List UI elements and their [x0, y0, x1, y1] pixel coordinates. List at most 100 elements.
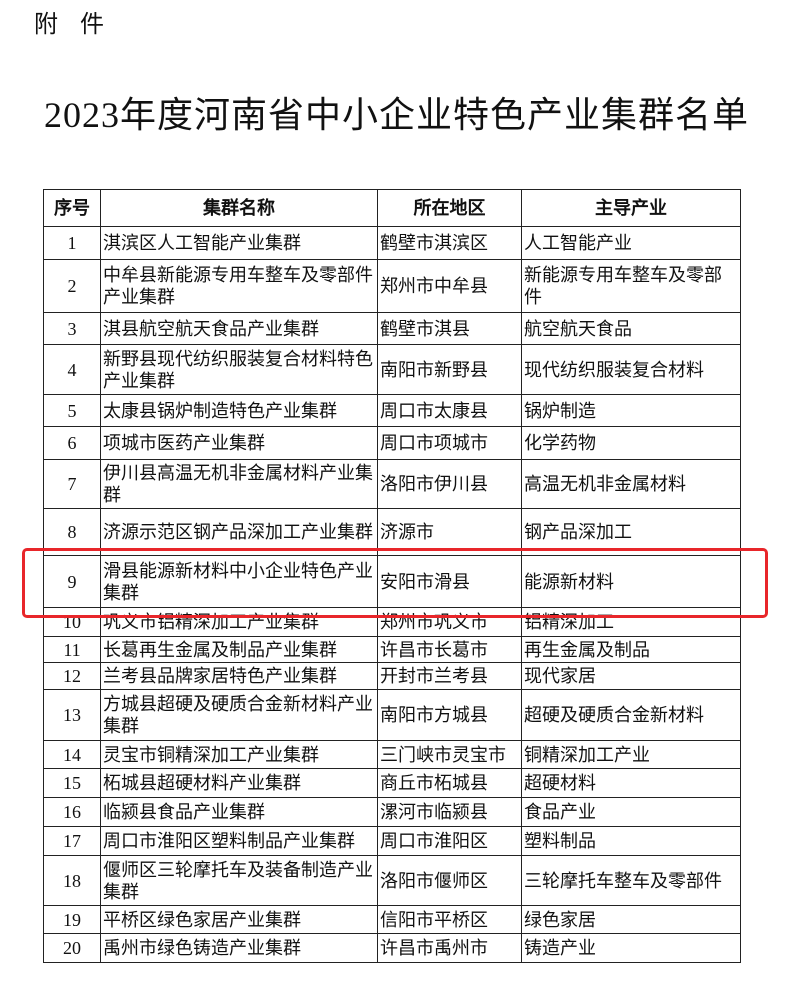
cell-cluster-name: 太康县锅炉制造特色产业集群	[100, 394, 378, 427]
cell-region: 洛阳市伊川县	[377, 459, 522, 509]
cell-industry: 超硬及硬质合金新材料	[521, 689, 741, 741]
cell-region: 周口市项城市	[377, 426, 522, 460]
cell-cluster-name: 项城市医药产业集群	[100, 426, 378, 460]
table-row: 3 淇县航空航天食品产业集群 鹤壁市淇县 航空航天食品	[43, 312, 741, 345]
table-row: 17 周口市淮阳区塑料制品产业集群 周口市淮阳区 塑料制品	[43, 826, 741, 856]
cell-region: 洛阳市偃师区	[377, 855, 522, 906]
cell-cluster-name: 巩义市铝精深加工产业集群	[100, 607, 378, 637]
cell-region: 郑州市中牟县	[377, 259, 522, 313]
cell-region: 周口市太康县	[377, 394, 522, 427]
cell-industry: 绿色家居	[521, 905, 741, 934]
cell-cluster-name: 兰考县品牌家居特色产业集群	[100, 662, 378, 690]
cell-index: 7	[43, 459, 101, 509]
cell-cluster-name: 淇滨区人工智能产业集群	[100, 226, 378, 260]
cell-industry: 现代家居	[521, 662, 741, 690]
cell-region: 安阳市滑县	[377, 555, 522, 608]
table-row: 14 灵宝市铜精深加工产业集群 三门峡市灵宝市 铜精深加工产业	[43, 740, 741, 769]
cell-cluster-name: 偃师区三轮摩托车及装备制造产业集群	[100, 855, 378, 906]
cell-index: 16	[43, 797, 101, 827]
table-header-row: 序号 集群名称 所在地区 主导产业	[43, 189, 741, 227]
table-row: 18 偃师区三轮摩托车及装备制造产业集群 洛阳市偃师区 三轮摩托车整车及零部件	[43, 855, 741, 906]
header-cluster-name: 集群名称	[100, 189, 378, 227]
cell-cluster-name: 新野县现代纺织服装复合材料特色产业集群	[100, 344, 378, 395]
table-row: 20 禹州市绿色铸造产业集群 许昌市禹州市 铸造产业	[43, 933, 741, 963]
cell-index: 15	[43, 768, 101, 798]
cell-industry: 铸造产业	[521, 933, 741, 963]
cell-region: 济源市	[377, 508, 522, 556]
cell-industry: 航空航天食品	[521, 312, 741, 345]
cell-region: 鹤壁市淇县	[377, 312, 522, 345]
table-row: 13 方城县超硬及硬质合金新材料产业集群 南阳市方城县 超硬及硬质合金新材料	[43, 689, 741, 741]
cell-index: 10	[43, 607, 101, 637]
cell-cluster-name: 灵宝市铜精深加工产业集群	[100, 740, 378, 769]
cell-industry: 新能源专用车整车及零部件	[521, 259, 741, 313]
cell-industry: 超硬材料	[521, 768, 741, 798]
cell-cluster-name: 周口市淮阳区塑料制品产业集群	[100, 826, 378, 856]
cell-region: 周口市淮阳区	[377, 826, 522, 856]
cell-industry: 三轮摩托车整车及零部件	[521, 855, 741, 906]
cell-industry: 食品产业	[521, 797, 741, 827]
cell-industry: 再生金属及制品	[521, 636, 741, 663]
cell-index: 3	[43, 312, 101, 345]
header-region: 所在地区	[377, 189, 522, 227]
table-row: 9 滑县能源新材料中小企业特色产业集群 安阳市滑县 能源新材料	[43, 555, 741, 608]
cell-region: 郑州市巩义市	[377, 607, 522, 637]
table-row: 10 巩义市铝精深加工产业集群 郑州市巩义市 铝精深加工	[43, 607, 741, 637]
cell-industry: 锅炉制造	[521, 394, 741, 427]
table-row: 15 柘城县超硬材料产业集群 商丘市柘城县 超硬材料	[43, 768, 741, 798]
table-row: 7 伊川县高温无机非金属材料产业集群 洛阳市伊川县 高温无机非金属材料	[43, 459, 741, 509]
cell-region: 南阳市新野县	[377, 344, 522, 395]
cell-region: 南阳市方城县	[377, 689, 522, 741]
table-row: 6 项城市医药产业集群 周口市项城市 化学药物	[43, 426, 741, 460]
cell-cluster-name: 方城县超硬及硬质合金新材料产业集群	[100, 689, 378, 741]
cell-region: 漯河市临颍县	[377, 797, 522, 827]
cell-index: 6	[43, 426, 101, 460]
cell-cluster-name: 滑县能源新材料中小企业特色产业集群	[100, 555, 378, 608]
cell-index: 19	[43, 905, 101, 934]
cell-cluster-name: 柘城县超硬材料产业集群	[100, 768, 378, 798]
cell-cluster-name: 平桥区绿色家居产业集群	[100, 905, 378, 934]
cell-cluster-name: 伊川县高温无机非金属材料产业集群	[100, 459, 378, 509]
cell-industry: 现代纺织服装复合材料	[521, 344, 741, 395]
cell-cluster-name: 临颍县食品产业集群	[100, 797, 378, 827]
cell-index: 4	[43, 344, 101, 395]
table-row: 12 兰考县品牌家居特色产业集群 开封市兰考县 现代家居	[43, 662, 741, 690]
attachment-label: 附件	[34, 12, 126, 38]
table-row: 19 平桥区绿色家居产业集群 信阳市平桥区 绿色家居	[43, 905, 741, 934]
header-index: 序号	[43, 189, 101, 227]
cell-index: 11	[43, 636, 101, 663]
cluster-table: 序号 集群名称 所在地区 主导产业 1 淇滨区人工智能产业集群 鹤壁市淇滨区 人工智能…	[43, 189, 741, 963]
table-row: 2 中牟县新能源专用车整车及零部件产业集群 郑州市中牟县 新能源专用车整车及零部件	[43, 259, 741, 313]
cell-region: 许昌市长葛市	[377, 636, 522, 663]
cell-region: 商丘市柘城县	[377, 768, 522, 798]
table-row: 11 长葛再生金属及制品产业集群 许昌市长葛市 再生金属及制品	[43, 636, 741, 663]
cell-industry: 高温无机非金属材料	[521, 459, 741, 509]
cell-industry: 铜精深加工产业	[521, 740, 741, 769]
cell-index: 12	[43, 662, 101, 690]
cell-industry: 能源新材料	[521, 555, 741, 608]
cell-region: 开封市兰考县	[377, 662, 522, 690]
cell-cluster-name: 淇县航空航天食品产业集群	[100, 312, 378, 345]
cell-index: 20	[43, 933, 101, 963]
table-row: 1 淇滨区人工智能产业集群 鹤壁市淇滨区 人工智能产业	[43, 226, 741, 260]
table-row: 16 临颍县食品产业集群 漯河市临颍县 食品产业	[43, 797, 741, 827]
cell-region: 三门峡市灵宝市	[377, 740, 522, 769]
cell-industry: 钢产品深加工	[521, 508, 741, 556]
table-row: 8 济源示范区钢产品深加工产业集群 济源市 钢产品深加工	[43, 508, 741, 556]
cell-index: 5	[43, 394, 101, 427]
cell-index: 1	[43, 226, 101, 260]
cell-index: 18	[43, 855, 101, 906]
table-row: 4 新野县现代纺织服装复合材料特色产业集群 南阳市新野县 现代纺织服装复合材料	[43, 344, 741, 395]
header-industry: 主导产业	[521, 189, 741, 227]
page-title: 2023年度河南省中小企业特色产业集群名单	[43, 95, 749, 135]
cell-industry: 塑料制品	[521, 826, 741, 856]
cell-index: 8	[43, 508, 101, 556]
cell-industry: 铝精深加工	[521, 607, 741, 637]
cell-cluster-name: 济源示范区钢产品深加工产业集群	[100, 508, 378, 556]
cell-index: 9	[43, 555, 101, 608]
cell-index: 17	[43, 826, 101, 856]
cell-index: 13	[43, 689, 101, 741]
cell-cluster-name: 长葛再生金属及制品产业集群	[100, 636, 378, 663]
cell-cluster-name: 禹州市绿色铸造产业集群	[100, 933, 378, 963]
cell-region: 许昌市禹州市	[377, 933, 522, 963]
